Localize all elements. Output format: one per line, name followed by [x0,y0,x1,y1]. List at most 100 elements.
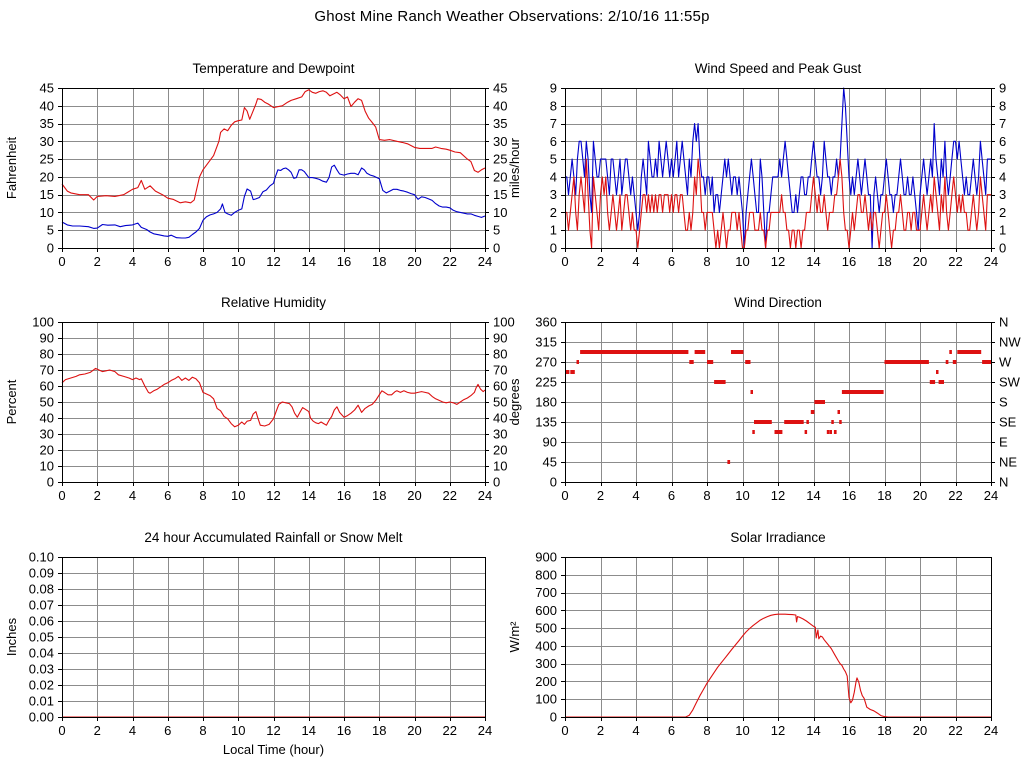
x-tick-label: 6 [164,254,171,269]
x-tick-label: 24 [984,723,998,738]
x-tick-label: 8 [703,254,710,269]
series-relative_humidity [61,367,486,428]
x-tick-label: 20 [913,254,927,269]
y-tick-label: 500 [535,621,557,636]
compass-label: E [999,435,1008,450]
y-tick-label-right: 20 [493,443,507,458]
x-tick-label: 4 [632,723,639,738]
y-tick-label: 20 [40,443,54,458]
x-tick-label: 18 [877,254,891,269]
y-tick-label: 30 [40,134,54,149]
y-tick-label: 30 [40,427,54,442]
x-tick-label: 8 [199,488,206,503]
chart-title: Relative Humidity [220,295,327,310]
y-tick-label-right: 90 [493,331,507,346]
x-tick-label: 4 [129,254,136,269]
series-solar_irradiance [565,613,991,718]
chart-title: Solar Irradiance [730,530,826,545]
tick-marks [58,88,489,252]
x-tick-label: 2 [94,488,101,503]
grid [565,322,991,482]
x-tick-label: 22 [948,488,962,503]
tick-marks [58,557,486,721]
y-tick-label-right: 3 [999,187,1006,202]
x-tick-label: 0 [58,723,65,738]
y-axis-label: miles/hour [507,137,522,198]
y-tick-label-right: 20 [493,169,507,184]
y-tick-label-right: 10 [493,205,507,220]
y-tick-label-right: 0 [493,241,500,256]
chart-relative-humidity: Relative Humidity 0 10 20 30 40 50 60 70 80 90 100… [0,288,521,526]
y-tick-label-right: 2 [999,205,1006,220]
y-tick-label: 200 [535,674,557,689]
grid [62,322,485,482]
series-wind_speed [565,158,991,249]
y-tick-label: 0.07 [29,598,54,613]
y-tick-label-right: 100 [493,315,515,330]
grid [62,88,485,248]
y-tick-label: 700 [535,585,557,600]
y-tick-label: 300 [535,656,557,671]
y-tick-label: 40 [40,411,54,426]
x-tick-label: 24 [478,723,492,738]
compass-label: N [999,475,1008,490]
compass-label: W [999,355,1012,370]
y-tick-label: 0.06 [29,614,54,629]
x-tick-label: 10 [231,488,245,503]
plot-frame [565,557,992,718]
y-tick-label-right: 4 [999,169,1006,184]
x-tick-label: 18 [877,488,891,503]
y-axis-label: W/m² [507,621,522,653]
tick-marks [58,322,489,486]
x-tick-label: 14 [302,488,316,503]
x-tick-label: 2 [94,723,101,738]
y-tick-label: 400 [535,638,557,653]
x-tick-label: 6 [164,488,171,503]
y-tick-label: 270 [535,355,557,370]
rainfall-plot: 0.000.010.020.030.040.050.060.070.080.09… [4,550,492,758]
grid [565,557,991,717]
x-tick-label: 20 [407,723,421,738]
y-tick-label: 180 [535,395,557,410]
x-tick-label: 24 [478,254,492,269]
y-tick-label: 225 [535,375,557,390]
x-tick-label: 24 [984,488,998,503]
y-axis-label: Fahrenheit [4,137,19,200]
chart-temperature-dewpoint: Temperature and Dewpoint 0 5 10 15 20 25 30 35 4… [0,54,521,292]
x-tick-label: 20 [913,488,927,503]
y-tick-label: 360 [535,315,557,330]
x-tick-label: 4 [632,254,639,269]
x-tick-label: 20 [407,488,421,503]
x-tick-label: 12 [266,723,280,738]
x-tick-label: 0 [561,488,568,503]
x-tick-label: 20 [913,723,927,738]
y-tick-label-right: 1 [999,223,1006,238]
chart-title: Temperature and Dewpoint [192,61,355,76]
y-tick-label: 3 [550,187,557,202]
chart-rainfall: 24 hour Accumulated Rainfall or Snow Mel… [0,523,521,768]
y-tick-label: 0.02 [29,678,54,693]
y-tick-label-right: 5 [493,223,500,238]
y-tick-label: 8 [550,98,557,113]
plot-frame [62,322,486,483]
y-tick-label: 100 [535,692,557,707]
y-tick-label: 45 [40,81,54,96]
x-tick-label: 10 [735,723,749,738]
x-tick-label: 6 [164,723,171,738]
x-tick-label: 8 [703,488,710,503]
x-tick-label: 18 [372,723,386,738]
y-tick-label: 6 [550,134,557,149]
plot-frame [565,88,992,249]
y-tick-label: 0.04 [29,646,54,661]
wind-direction-segments [565,350,991,464]
x-tick-label: 6 [668,488,675,503]
compass-label: NW [999,335,1021,350]
x-tick-label: 18 [877,723,891,738]
y-tick-label: 4 [550,169,557,184]
x-tick-label: 2 [94,254,101,269]
y-tick-label: 0.10 [29,550,54,565]
series-peak_gust [565,87,991,249]
y-tick-label: 45 [543,455,557,470]
